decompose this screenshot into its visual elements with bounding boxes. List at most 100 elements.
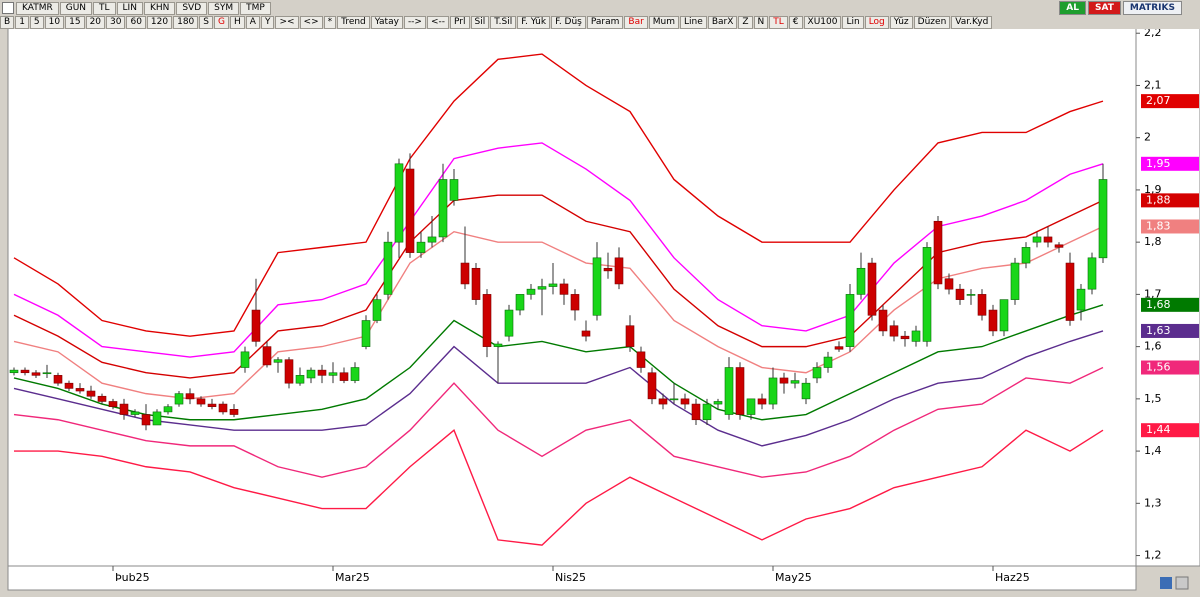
candle-body [537, 286, 547, 290]
candle-body [988, 309, 998, 332]
toolbar-button[interactable]: SVD [176, 1, 208, 15]
toolbar-button[interactable]: GUN [59, 1, 93, 15]
toolbar-button[interactable]: N [753, 16, 769, 29]
y-tick-label: 1,5 [1144, 392, 1162, 405]
toolbar-button[interactable]: Lin [842, 16, 864, 29]
toolbar-button[interactable]: 60 [126, 16, 146, 29]
toolbar-button[interactable]: AL [1059, 1, 1086, 15]
toolbar-button[interactable]: TMP [240, 1, 271, 15]
toolbar-button[interactable]: 20 [85, 16, 106, 29]
candle-body [427, 236, 437, 243]
toolbar-button[interactable]: G [214, 16, 229, 29]
candle-body [449, 179, 459, 201]
candle-body [614, 257, 624, 285]
candle-body [504, 309, 514, 337]
toolbar-button[interactable]: Yatay [370, 16, 403, 29]
indicator-line [13, 142, 1104, 358]
toolbar-button[interactable]: Line [680, 16, 707, 29]
toolbar-button[interactable]: Trend [337, 16, 370, 29]
toolbar-button[interactable]: 15 [65, 16, 85, 29]
toolbar-button[interactable]: MATRIKS [1122, 1, 1182, 15]
end-label-box [1141, 219, 1199, 234]
toolbar-button[interactable]: A [245, 16, 260, 29]
candle-body [515, 294, 525, 311]
toolbar-button[interactable]: * [323, 16, 337, 29]
toolbar-button[interactable]: Sil [470, 16, 490, 29]
y-tick-label: 2,1 [1144, 78, 1162, 91]
candle-body [702, 403, 712, 421]
toolbar-button[interactable]: LIN [116, 1, 143, 15]
candle-body [592, 257, 602, 316]
end-label-box [1141, 423, 1199, 438]
candle-body [1076, 288, 1086, 311]
toolbar-button[interactable]: XU100 [803, 16, 842, 29]
candle-body [944, 278, 954, 290]
toolbar-button[interactable]: BarX [707, 16, 738, 29]
toolbar-button[interactable]: >< [275, 16, 299, 29]
toolbar-button[interactable]: <-- [426, 16, 450, 29]
candle-body [1043, 236, 1053, 243]
end-label: 1,44 [1146, 423, 1171, 436]
toolbar-button[interactable]: 1 [15, 16, 29, 29]
candle-body [20, 369, 30, 374]
toolbar-button[interactable]: Z [738, 16, 753, 29]
toolbar-button[interactable]: SAT [1088, 1, 1121, 15]
candle-body [856, 267, 866, 295]
toolbar-button[interactable]: H [230, 16, 245, 29]
toolbar-button[interactable]: F. Düş [551, 16, 586, 29]
candle-body [218, 403, 228, 413]
toolbar-button[interactable]: --> [403, 16, 426, 29]
candle-body [295, 375, 305, 384]
toolbar-button[interactable]: TL [769, 16, 788, 29]
candle-body [383, 241, 393, 295]
toolbar-button[interactable]: 120 [146, 16, 173, 29]
end-label: 1,68 [1146, 298, 1171, 311]
candle-body [1010, 262, 1020, 300]
toolbar-button[interactable]: Mum [648, 16, 680, 29]
logo-icon [2, 2, 14, 14]
toolbar-button[interactable]: F. Yük [517, 16, 551, 29]
scroll-icon[interactable] [1160, 577, 1172, 589]
toolbar-button[interactable]: <> [299, 16, 323, 29]
toolbar-button[interactable]: SYM [208, 1, 240, 15]
toolbar-button[interactable]: Yüz [889, 16, 913, 29]
toolbar-button[interactable]: B [0, 16, 15, 29]
toolbar-button[interactable]: 180 [173, 16, 199, 29]
toolbar-button[interactable]: Düzen [913, 16, 951, 29]
toolbar-button[interactable]: T.Sil [490, 16, 517, 29]
toolbar-button[interactable]: Bar [624, 16, 648, 29]
candle-body [713, 401, 723, 405]
candle-body [1065, 262, 1075, 321]
indicator-line [13, 304, 1104, 421]
candle-body [746, 398, 756, 415]
candle-body [669, 398, 679, 401]
zoom-icon[interactable] [1175, 576, 1189, 590]
candle-body [9, 369, 19, 374]
toolbar-button[interactable]: 30 [106, 16, 126, 29]
candle-body [251, 309, 261, 342]
toolbar-button[interactable]: KHN [143, 1, 176, 15]
candle-body [86, 390, 96, 397]
toolbar-button[interactable]: TL [93, 1, 116, 15]
x-tick-label: Þub25 [115, 571, 150, 584]
toolbar-button[interactable]: Param [586, 16, 624, 29]
end-label-box [1141, 94, 1199, 109]
toolbar-button[interactable]: Y [260, 16, 275, 29]
y-tick-label: 1,2 [1144, 549, 1162, 562]
candle-body [900, 335, 910, 340]
toolbar-button[interactable]: Log [864, 16, 889, 29]
y-tick-label: 1,6 [1144, 340, 1162, 353]
candle-body [603, 267, 613, 272]
candle-body [999, 299, 1009, 332]
toolbar-button[interactable]: KATMR [16, 1, 59, 15]
toolbar-button[interactable]: 5 [29, 16, 44, 29]
x-tick-label: Mar25 [335, 571, 370, 584]
toolbar-button[interactable]: Prl [450, 16, 470, 29]
y-tick-label: 1,3 [1144, 496, 1162, 509]
toolbar-button[interactable]: Var.Kyd [951, 16, 993, 29]
toolbar-button[interactable]: S [199, 16, 214, 29]
toolbar-button[interactable]: 10 [44, 16, 65, 29]
toolbar-button[interactable]: € [788, 16, 803, 29]
